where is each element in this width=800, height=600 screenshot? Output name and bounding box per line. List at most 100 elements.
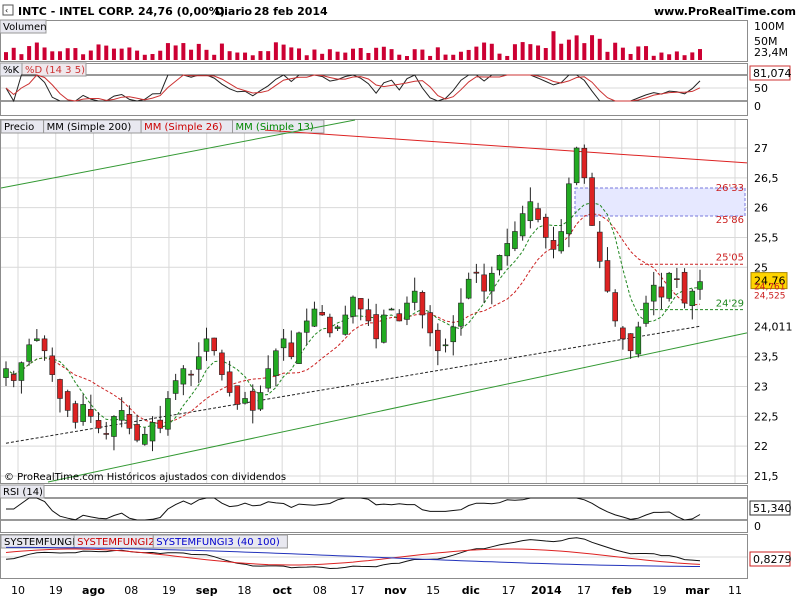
volume-bar (212, 54, 217, 60)
candle (134, 414, 140, 443)
volume-bar (605, 51, 610, 60)
systemfungi-legend-item[interactable]: SYSTEMFUNGI (4, 537, 75, 548)
volume-bar (566, 39, 571, 60)
systemfungi-legend-item[interactable]: SYSTEMFUNGI2 (77, 537, 154, 548)
candle (596, 221, 603, 269)
x-tick-label: 08 (124, 584, 138, 597)
candle-body (219, 352, 225, 375)
candle-body (620, 327, 626, 340)
candle (26, 338, 32, 366)
candle (57, 378, 63, 413)
volume-bar (104, 45, 109, 60)
candle-body (350, 296, 356, 317)
candle-body (581, 147, 588, 179)
volume-bar (597, 38, 602, 60)
ticker-badge-icon[interactable] (2, 4, 14, 16)
x-tick-label: 2014 (531, 584, 562, 597)
volume-bar (196, 43, 201, 60)
last-price-badge (750, 272, 788, 290)
candle (126, 405, 133, 435)
systemfungi-legend: SYSTEMFUNGI SYSTEMFUNGI2 SYSTEMFUNGI3 (40 … (0, 534, 288, 549)
legend-item[interactable]: MM (Simple 200) (47, 122, 132, 133)
legend-box[interactable] (232, 119, 325, 134)
website-label[interactable]: www.ProRealTime.com (654, 5, 796, 18)
volume-bar (482, 42, 487, 60)
candle (604, 247, 611, 293)
candle (404, 296, 410, 326)
volume-bar (127, 47, 132, 60)
volume-bar (366, 52, 371, 60)
last-change: 24,76 (0,00%) (138, 5, 225, 18)
candle-body (550, 240, 557, 250)
stochastic-panel[interactable]: %K %D (14 3 5) 81,074 50 0 (0, 62, 792, 116)
volume-bars (4, 31, 702, 60)
rsi-value-label: 51,340 (753, 502, 792, 515)
candle-body (273, 350, 279, 377)
candle (172, 373, 179, 400)
x-tick-label: mar (685, 584, 710, 597)
volume-bar (11, 47, 16, 60)
candle (249, 384, 256, 424)
candle-body (203, 338, 210, 352)
candle-body (450, 326, 457, 343)
candle (296, 331, 302, 364)
candle-body (458, 302, 464, 327)
volume-bar (250, 55, 255, 60)
candle (435, 323, 441, 366)
x-tick-label: 19 (653, 584, 667, 597)
x-axis: 10 19 ago 08 19 sep 18 oct 08 17 nov 15 dic 17 2014 17 f… (11, 584, 742, 597)
candle-body (373, 314, 379, 340)
candle (612, 289, 618, 327)
candle-body (149, 422, 156, 442)
volume-bar (73, 48, 78, 60)
candle (566, 177, 572, 248)
volume-panel[interactable]: Volumen 100M 50M 23,4M (0, 19, 788, 62)
candle (635, 321, 642, 358)
volume-bar (173, 45, 178, 60)
candle (288, 330, 295, 360)
candle-body (674, 278, 680, 280)
legend-item[interactable]: Precio (4, 122, 34, 133)
candle-body (650, 284, 657, 302)
volume-bar (505, 55, 510, 60)
candle (10, 370, 17, 388)
candle-body (95, 420, 102, 429)
systemfungi-panel[interactable]: SYSTEMFUNGI SYSTEMFUNGI2 SYSTEMFUNGI3 (40 … (0, 534, 792, 579)
candle (465, 272, 472, 300)
systemfungi-legend-item[interactable]: SYSTEMFUNGI3 (40 100) (156, 537, 280, 548)
stoch-d-line (5, 74, 701, 102)
volume-bar (582, 43, 587, 60)
candle-body (589, 177, 595, 226)
candle-body (658, 286, 665, 298)
volume-title: Volumen (3, 22, 47, 33)
volume-bar (474, 46, 479, 60)
price-panel[interactable]: Precio MM (Simple 200) MM (Simple 26) MM (S… (0, 119, 793, 484)
candle-body (72, 403, 79, 423)
volume-bar (620, 47, 625, 60)
candle (450, 315, 457, 356)
header-bar: ‹ INTC - INTEL CORP. 24,76 (0,00%) Diari… (0, 0, 800, 20)
candle (342, 305, 349, 336)
candle-body (257, 392, 264, 410)
candle (157, 405, 164, 434)
volume-bar (150, 54, 155, 60)
rsi-panel[interactable]: RSI (14) 51,340 0 (0, 484, 792, 533)
rsi-axis-label: 0 (754, 520, 761, 533)
candle (234, 385, 241, 410)
last-price-label: 24,76 (754, 275, 786, 288)
volume-bar (343, 52, 348, 60)
price-legend: Precio MM (Simple 200) MM (Simple 26) MM (S… (0, 119, 325, 134)
price-sub-label: 24,525 (754, 292, 786, 302)
stoch-value-label: 81,074 (753, 67, 792, 80)
candle (550, 226, 557, 259)
legend-item[interactable]: MM (Simple 13) (236, 122, 314, 133)
price-tick-label: 22,5 (754, 410, 779, 423)
volume-bar (358, 48, 363, 60)
candle-body (381, 314, 387, 343)
candle-body (396, 313, 403, 322)
systemfungi-legend-box[interactable] (152, 534, 288, 549)
candle-body (558, 231, 565, 252)
legend-item[interactable]: MM (Simple 26) (144, 122, 222, 133)
candle (350, 295, 356, 324)
